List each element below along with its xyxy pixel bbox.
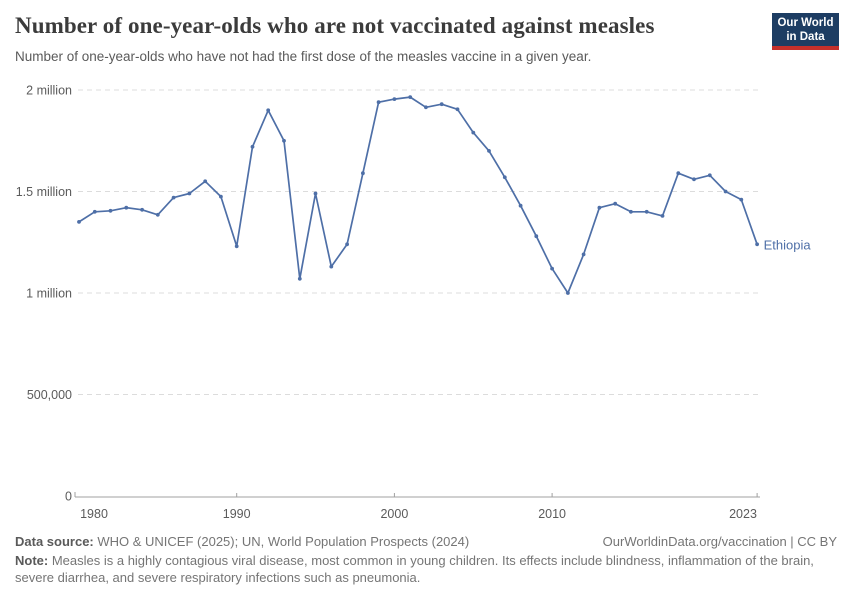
data-point[interactable]: [455, 107, 460, 112]
data-point[interactable]: [108, 208, 113, 213]
data-point[interactable]: [361, 171, 365, 176]
page-title: Number of one-year-olds who are not vacc…: [15, 13, 655, 38]
y-axis-tick-label: 2 million: [26, 84, 72, 98]
y-axis-tick-label: 500,000: [27, 388, 72, 402]
chart-subtitle: Number of one-year-olds who have not had…: [15, 49, 592, 64]
data-point[interactable]: [566, 291, 570, 295]
x-axis-tick-label: 1990: [223, 507, 251, 521]
data-point[interactable]: [219, 194, 223, 199]
data-point[interactable]: [234, 244, 239, 249]
data-point[interactable]: [187, 191, 192, 196]
series-end-label[interactable]: Ethiopia: [764, 237, 812, 252]
data-point[interactable]: [755, 242, 759, 247]
data-point[interactable]: [124, 205, 129, 210]
data-point[interactable]: [92, 209, 97, 214]
data-point[interactable]: [203, 179, 208, 184]
owid-logo-text: Our World in Data: [772, 13, 839, 46]
data-point[interactable]: [613, 201, 618, 206]
data-point[interactable]: [723, 189, 728, 194]
data-point[interactable]: [660, 214, 665, 218]
y-axis-tick-label: 0: [65, 490, 72, 504]
x-axis-tick-label: 2000: [380, 507, 408, 521]
data-point[interactable]: [487, 149, 491, 153]
data-point[interactable]: [676, 171, 681, 176]
data-point[interactable]: [502, 175, 507, 180]
data-point[interactable]: [376, 100, 381, 105]
x-axis-tick-label: 2023: [729, 507, 757, 521]
data-point[interactable]: [739, 197, 744, 202]
data-point[interactable]: [581, 252, 586, 257]
y-axis-tick-label: 1.5 million: [16, 185, 72, 199]
data-point[interactable]: [550, 266, 554, 271]
data-point[interactable]: [266, 108, 271, 113]
data-point[interactable]: [408, 95, 413, 99]
data-point[interactable]: [692, 177, 696, 182]
data-point[interactable]: [534, 234, 539, 239]
line-chart-canvas[interactable]: 0 500,000 1 million 1.5 million 2 million 198…: [0, 75, 850, 527]
x-axis-tick-label: 1980: [80, 507, 108, 521]
y-axis-tick-label: 1 million: [26, 287, 72, 301]
data-point[interactable]: [282, 138, 286, 143]
data-point[interactable]: [629, 209, 633, 214]
chart-footer: Data source: WHO & UNICEF (2025); UN, Wo…: [15, 534, 837, 586]
data-source-text: Data source: WHO & UNICEF (2025); UN, Wo…: [15, 534, 470, 549]
data-point[interactable]: [644, 209, 649, 214]
data-point[interactable]: [424, 105, 428, 110]
data-point[interactable]: [707, 173, 712, 178]
data-point[interactable]: [250, 144, 255, 149]
data-point[interactable]: [439, 102, 444, 107]
note-text: Note: Measles is a highly contagious vir…: [15, 553, 814, 585]
data-point[interactable]: [329, 264, 334, 269]
x-axis-tick-label: 2010: [538, 507, 566, 521]
data-point[interactable]: [392, 97, 397, 101]
data-point[interactable]: [597, 205, 602, 210]
data-point[interactable]: [313, 191, 318, 196]
data-point[interactable]: [518, 203, 523, 208]
data-point[interactable]: [345, 242, 349, 247]
data-point[interactable]: [77, 220, 81, 224]
data-line-ethiopia[interactable]: [78, 96, 758, 294]
data-point[interactable]: [155, 212, 160, 217]
owid-logo-accent-bar: [772, 46, 839, 50]
data-point[interactable]: [171, 195, 176, 200]
owid-logo[interactable]: Our World in Data: [772, 13, 839, 50]
data-point[interactable]: [471, 130, 476, 135]
data-point[interactable]: [297, 276, 302, 281]
data-point[interactable]: [140, 207, 145, 212]
license-link[interactable]: OurWorldinData.org/vaccination | CC BY: [602, 534, 837, 549]
